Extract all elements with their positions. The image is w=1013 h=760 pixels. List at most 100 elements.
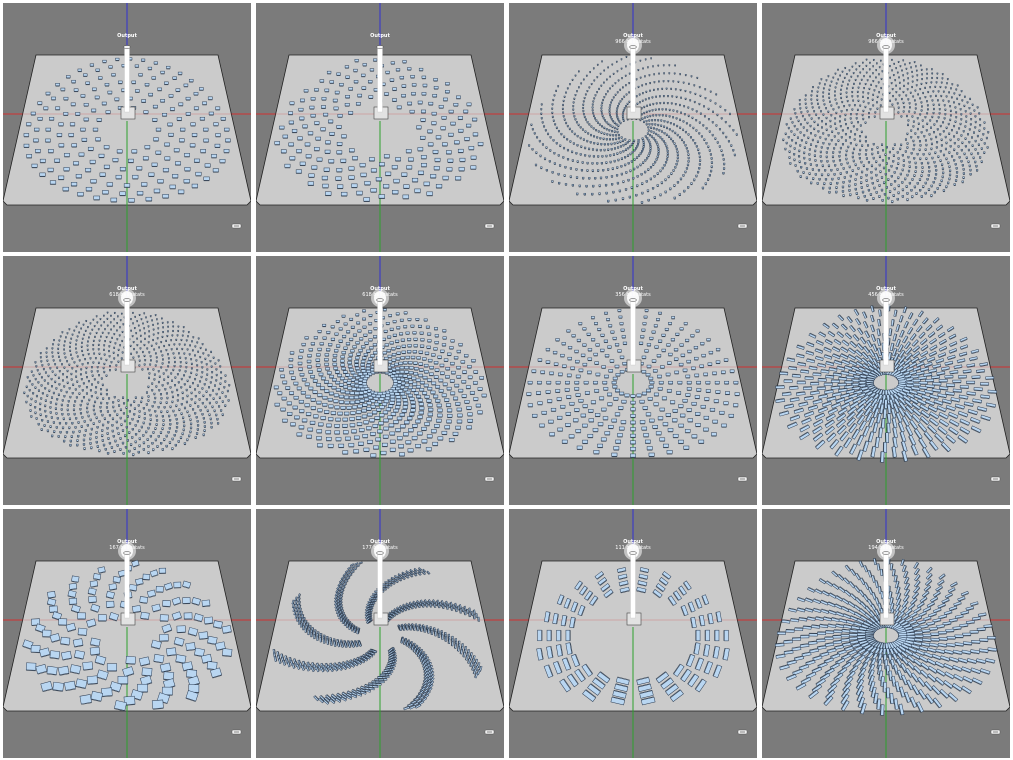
heliostat-mirror bbox=[80, 345, 83, 348]
heliostat-mirror bbox=[415, 378, 421, 382]
heliostat-mirror bbox=[410, 404, 416, 408]
heliostat-mirror bbox=[920, 174, 923, 177]
heliostat-mirror bbox=[902, 101, 905, 104]
scene-view[interactable] bbox=[3, 256, 251, 505]
heliostat-mirror bbox=[811, 90, 813, 92]
heliostat-mirror bbox=[434, 334, 439, 337]
heliostat-mirror bbox=[684, 74, 687, 76]
scene-view[interactable] bbox=[509, 3, 757, 252]
heliostat-mirror bbox=[350, 325, 355, 329]
viewport-panel[interactable]: Output bbox=[3, 3, 251, 252]
heliostat-mirror bbox=[370, 371, 376, 375]
viewport-panel[interactable]: Output 966 heliostats bbox=[509, 3, 757, 252]
heliostat-mirror bbox=[82, 443, 86, 446]
scene-view[interactable] bbox=[762, 3, 1010, 252]
view-gizmo-icon[interactable] bbox=[737, 223, 748, 229]
view-gizmo-icon[interactable] bbox=[484, 476, 495, 482]
heliostat-mirror bbox=[825, 375, 835, 379]
heliostat-mirror bbox=[328, 343, 333, 346]
heliostat-mirror bbox=[810, 181, 813, 184]
heliostat-mirror bbox=[169, 423, 172, 426]
scene-view[interactable] bbox=[509, 256, 757, 505]
scene-view[interactable] bbox=[256, 256, 504, 505]
viewport-panel[interactable]: Output 356 heliostats bbox=[509, 256, 757, 505]
heliostat-mirror bbox=[35, 149, 41, 153]
scene-view[interactable] bbox=[3, 509, 251, 758]
receiver-tower bbox=[624, 36, 642, 113]
scene-view[interactable] bbox=[256, 3, 504, 252]
viewport-panel[interactable]: Output 177 heliostats bbox=[256, 509, 504, 758]
heliostat-mirror bbox=[921, 73, 923, 75]
viewport-panel[interactable]: Output 618 heliostats bbox=[256, 256, 504, 505]
heliostat-mirror bbox=[115, 364, 118, 367]
heliostat-mirror bbox=[927, 405, 938, 413]
heliostat-mirror bbox=[434, 327, 438, 330]
heliostat-mirror bbox=[716, 113, 719, 116]
heliostat-mirror bbox=[208, 386, 211, 388]
heliostat-mirror bbox=[979, 156, 982, 159]
heliostat-mirror bbox=[89, 418, 92, 421]
heliostat-mirror bbox=[616, 152, 619, 155]
view-gizmo-icon[interactable] bbox=[231, 223, 242, 229]
view-gizmo-icon[interactable] bbox=[231, 476, 242, 482]
heliostat-mirror bbox=[643, 433, 649, 437]
viewport-panel[interactable]: Output 456 heliostats bbox=[762, 256, 1010, 505]
heliostat-mirror bbox=[937, 99, 939, 101]
heliostat-mirror bbox=[178, 102, 184, 106]
heliostat-mirror bbox=[77, 627, 88, 636]
view-gizmo-icon[interactable] bbox=[737, 476, 748, 482]
heliostat-mirror bbox=[899, 431, 907, 443]
view-gizmo-icon[interactable] bbox=[484, 223, 495, 229]
heliostat-mirror bbox=[160, 340, 163, 343]
heliostat-mirror bbox=[948, 333, 957, 340]
heliostat-mirror bbox=[820, 173, 824, 176]
heliostat-mirror bbox=[841, 190, 845, 193]
viewport-panel[interactable]: Output bbox=[256, 3, 504, 252]
heliostat-mirror bbox=[385, 407, 391, 411]
heliostat-mirror bbox=[314, 147, 320, 151]
heliostat-mirror bbox=[134, 577, 144, 586]
viewport-panel[interactable]: Output 618 heliostats bbox=[3, 256, 251, 505]
heliostat-mirror bbox=[872, 58, 875, 61]
heliostat-mirror bbox=[133, 407, 136, 410]
heliostat-mirror bbox=[404, 370, 409, 374]
heliostat-mirror bbox=[131, 559, 140, 567]
heliostat-mirror bbox=[176, 347, 178, 350]
heliostat-mirror bbox=[159, 633, 169, 642]
heliostat-mirror bbox=[956, 152, 959, 155]
heliostat-mirror bbox=[808, 172, 811, 175]
heliostat-mirror bbox=[191, 133, 198, 137]
heliostat-mirror bbox=[358, 641, 362, 647]
heliostat-mirror bbox=[578, 86, 580, 88]
heliostat-mirror bbox=[826, 432, 837, 443]
scene-view[interactable] bbox=[3, 3, 251, 252]
heliostat-mirror bbox=[721, 370, 726, 374]
scene-view[interactable] bbox=[256, 509, 504, 758]
heliostat-mirror bbox=[51, 351, 54, 354]
view-gizmo-icon[interactable] bbox=[990, 223, 1001, 229]
heliostat-mirror bbox=[652, 114, 655, 117]
heliostat-mirror bbox=[658, 72, 660, 75]
heliostat-mirror bbox=[621, 97, 624, 100]
heliostat-mirror bbox=[642, 145, 645, 148]
heliostat-mirror bbox=[121, 351, 124, 354]
heliostat-mirror bbox=[836, 413, 847, 422]
heliostat-mirror bbox=[385, 393, 391, 397]
heliostat-mirror bbox=[893, 397, 902, 408]
view-gizmo-icon[interactable] bbox=[990, 476, 1001, 482]
heliostat-mirror bbox=[887, 178, 890, 181]
viewport-panel[interactable]: Output 167 heliostats bbox=[3, 509, 251, 758]
scene-view[interactable] bbox=[762, 256, 1010, 505]
heliostat-mirror bbox=[940, 138, 943, 141]
receiver-tower bbox=[371, 289, 389, 366]
heliostat-mirror bbox=[813, 154, 816, 157]
heliostat-mirror bbox=[397, 573, 403, 577]
heliostat-mirror bbox=[947, 354, 956, 360]
heliostat-mirror bbox=[825, 79, 828, 81]
heliostat-mirror bbox=[119, 437, 122, 440]
heliostat-mirror bbox=[845, 153, 848, 156]
viewport-panel[interactable]: Output 966 heliostats bbox=[762, 3, 1010, 252]
heliostat-mirror bbox=[117, 348, 120, 351]
heliostat-mirror bbox=[715, 347, 721, 351]
view-gizmo-icon[interactable] bbox=[231, 729, 242, 735]
